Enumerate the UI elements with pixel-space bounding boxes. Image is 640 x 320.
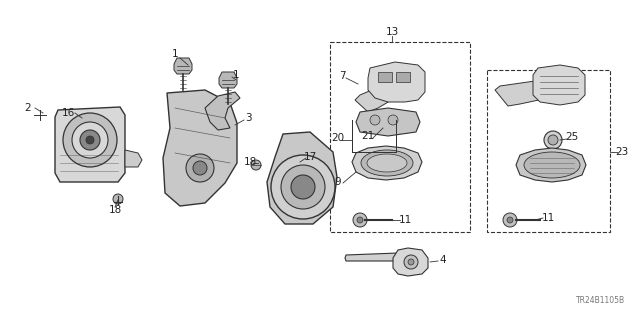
Polygon shape — [352, 146, 422, 180]
Circle shape — [503, 213, 517, 227]
Text: 16: 16 — [61, 108, 75, 118]
Circle shape — [353, 213, 367, 227]
Ellipse shape — [374, 111, 396, 125]
Circle shape — [507, 217, 513, 223]
Bar — [378, 72, 392, 82]
Polygon shape — [516, 148, 586, 182]
Circle shape — [271, 155, 335, 219]
Polygon shape — [345, 253, 398, 261]
Circle shape — [370, 115, 380, 125]
Ellipse shape — [367, 154, 407, 172]
Circle shape — [193, 161, 207, 175]
Circle shape — [113, 194, 123, 204]
Text: 20: 20 — [332, 133, 344, 143]
Polygon shape — [393, 248, 428, 276]
Polygon shape — [163, 90, 237, 206]
Text: 11: 11 — [541, 213, 555, 223]
Bar — [330, 42, 470, 232]
Text: 7: 7 — [339, 71, 346, 81]
Circle shape — [291, 175, 315, 199]
Polygon shape — [267, 132, 337, 224]
Text: 1: 1 — [172, 49, 179, 59]
Text: 2: 2 — [25, 103, 31, 113]
Circle shape — [548, 135, 558, 145]
Circle shape — [86, 136, 94, 144]
Circle shape — [357, 217, 363, 223]
Circle shape — [404, 255, 418, 269]
Circle shape — [72, 122, 108, 158]
Ellipse shape — [524, 152, 580, 178]
Circle shape — [186, 154, 214, 182]
Circle shape — [281, 165, 325, 209]
Polygon shape — [219, 72, 237, 88]
Polygon shape — [205, 92, 240, 130]
Text: 1: 1 — [233, 70, 239, 80]
Polygon shape — [174, 58, 192, 74]
Text: 4: 4 — [440, 255, 446, 265]
Text: 3: 3 — [244, 113, 252, 123]
Polygon shape — [125, 150, 142, 167]
Polygon shape — [533, 65, 585, 105]
Polygon shape — [368, 62, 425, 102]
Circle shape — [388, 115, 398, 125]
Circle shape — [63, 113, 117, 167]
Polygon shape — [355, 80, 410, 112]
Bar — [487, 70, 610, 232]
Text: 18: 18 — [243, 157, 257, 167]
Text: TR24B1105B: TR24B1105B — [576, 296, 625, 305]
Text: 17: 17 — [303, 152, 317, 162]
Text: 9: 9 — [335, 177, 341, 187]
Polygon shape — [356, 108, 420, 136]
Circle shape — [408, 259, 414, 265]
Circle shape — [251, 160, 261, 170]
Circle shape — [80, 130, 100, 150]
Ellipse shape — [378, 114, 392, 122]
Text: 13: 13 — [385, 27, 399, 37]
Bar — [396, 72, 410, 82]
Circle shape — [544, 131, 562, 149]
Text: 23: 23 — [616, 147, 628, 157]
Polygon shape — [495, 80, 562, 106]
Text: 11: 11 — [398, 215, 412, 225]
Text: 18: 18 — [108, 205, 122, 215]
Text: 21: 21 — [362, 131, 374, 141]
Ellipse shape — [361, 150, 413, 176]
Polygon shape — [55, 107, 125, 182]
Text: 25: 25 — [565, 132, 579, 142]
